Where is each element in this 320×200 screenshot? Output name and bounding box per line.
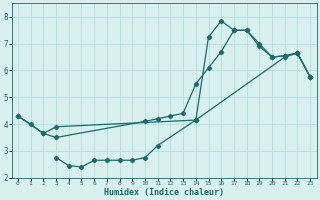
X-axis label: Humidex (Indice chaleur): Humidex (Indice chaleur)	[104, 188, 224, 197]
